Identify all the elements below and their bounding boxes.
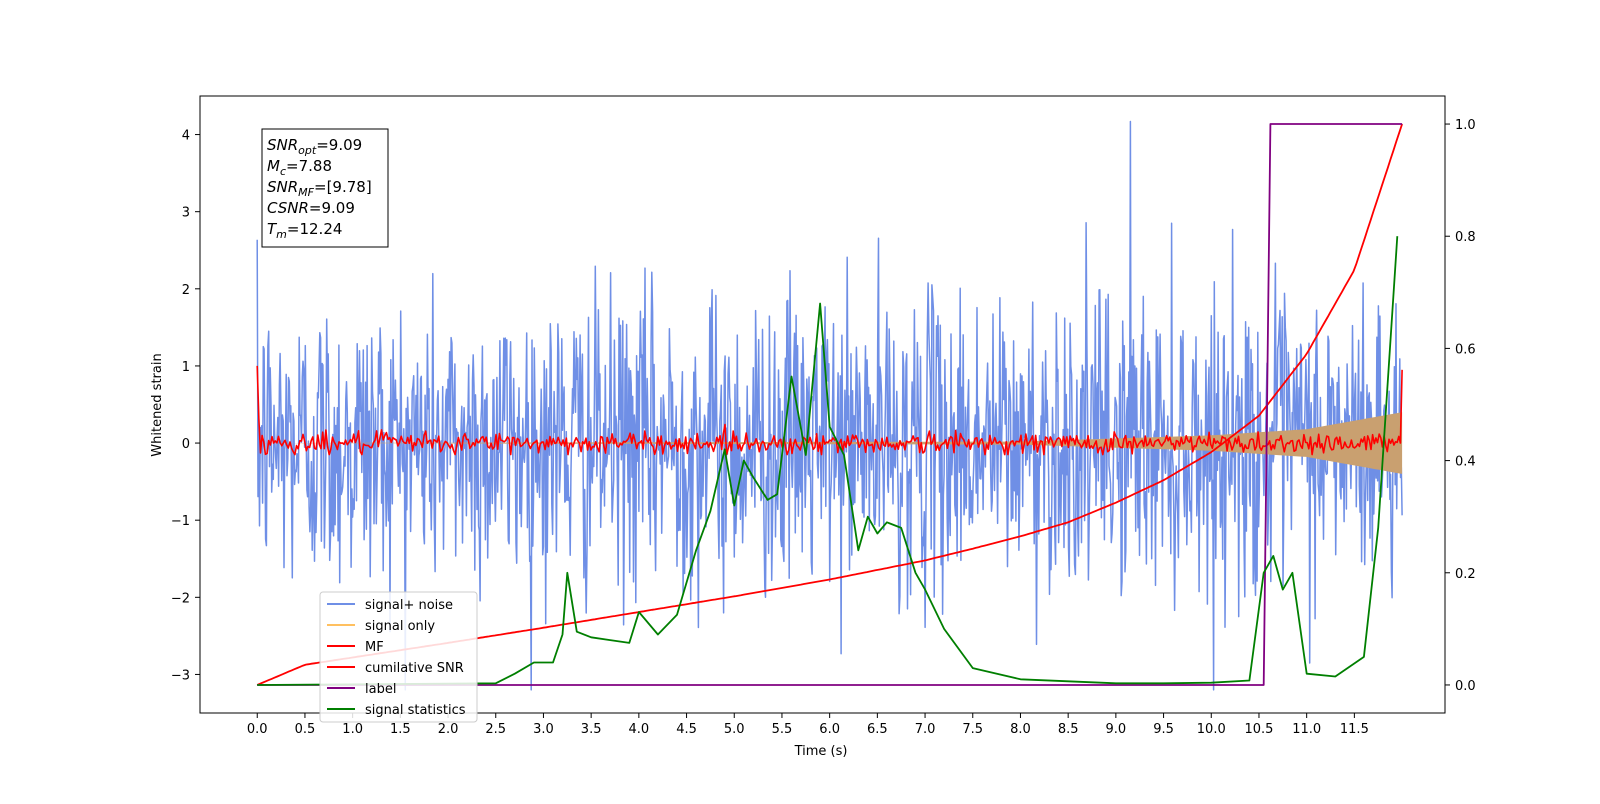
x-tick-label: 7.0 bbox=[915, 722, 936, 737]
plot-frame bbox=[199, 95, 1446, 714]
x-tick-label: 2.5 bbox=[485, 722, 506, 737]
series-label bbox=[257, 123, 1403, 686]
left-y-ticks: 4 3 2 1 0 −1 −2 −3 bbox=[171, 129, 200, 683]
x-tick-label: 9.5 bbox=[1153, 722, 1174, 737]
legend-label: label bbox=[365, 682, 396, 697]
series-signal-statistics bbox=[257, 236, 1399, 686]
left-tick-label: 1 bbox=[182, 360, 190, 375]
x-tick-label: 8.0 bbox=[1010, 722, 1031, 737]
right-y-ticks: 1.0 0.8 0.6 0.4 0.2 0.0 bbox=[1445, 118, 1476, 694]
x-tick-label: 1.5 bbox=[390, 722, 411, 737]
legend-label: MF bbox=[365, 640, 384, 655]
info-line: SNRopt=9.09 bbox=[267, 136, 362, 157]
x-ticks: 0.0 0.5 1.0 1.5 2.0 2.5 3.0 3.5 4.0 4.5 5.0 5.5 6.0 6… bbox=[247, 713, 1369, 737]
x-tick-label: 4.0 bbox=[629, 722, 650, 737]
right-tick-label: 0.2 bbox=[1455, 567, 1476, 582]
x-tick-label: 0.5 bbox=[295, 722, 316, 737]
left-tick-label: −1 bbox=[171, 514, 190, 529]
right-tick-label: 1.0 bbox=[1455, 118, 1476, 133]
x-tick-label: 5.0 bbox=[724, 722, 745, 737]
left-tick-label: 2 bbox=[182, 283, 190, 298]
right-tick-label: 0.4 bbox=[1455, 455, 1476, 470]
x-tick-label: 7.5 bbox=[962, 722, 983, 737]
x-tick-label: 10.0 bbox=[1197, 722, 1226, 737]
right-tick-label: 0.0 bbox=[1455, 679, 1476, 694]
x-tick-label: 3.5 bbox=[581, 722, 602, 737]
legend-label: signal statistics bbox=[365, 703, 466, 718]
info-line: Mc=7.88 bbox=[267, 157, 332, 178]
x-tick-label: 0.0 bbox=[247, 722, 268, 737]
info-line: Tm=12.24 bbox=[267, 220, 342, 241]
series-mf bbox=[256, 365, 1403, 456]
x-tick-label: 9.0 bbox=[1106, 722, 1127, 737]
left-tick-label: 3 bbox=[182, 206, 190, 221]
info-box-frame bbox=[261, 128, 389, 248]
x-tick-label: 11.5 bbox=[1340, 722, 1369, 737]
x-tick-label: 6.0 bbox=[819, 722, 840, 737]
left-tick-label: −3 bbox=[171, 668, 190, 683]
y-axis-label: Whitened strain bbox=[150, 353, 165, 456]
right-tick-label: 0.8 bbox=[1455, 230, 1476, 245]
info-line: CSNR=9.09 bbox=[267, 199, 355, 217]
left-tick-label: −2 bbox=[171, 591, 190, 606]
right-tick-label: 0.6 bbox=[1455, 342, 1476, 357]
left-tick-label: 4 bbox=[182, 129, 190, 144]
x-tick-label: 4.5 bbox=[676, 722, 697, 737]
left-tick-label: 0 bbox=[182, 437, 190, 452]
legend-label: cumilative SNR bbox=[365, 661, 464, 676]
legend: signal+ noise signal only MF cumilative SNR… bbox=[319, 591, 478, 723]
x-tick-label: 5.5 bbox=[772, 722, 793, 737]
x-tick-label: 8.5 bbox=[1058, 722, 1079, 737]
info-line: SNRMF=[9.78] bbox=[267, 178, 372, 199]
x-axis-label: Time (s) bbox=[794, 744, 848, 759]
legend-frame bbox=[319, 591, 478, 723]
series-signal-noise bbox=[256, 120, 1403, 691]
x-tick-label: 1.0 bbox=[342, 722, 363, 737]
x-tick-label: 11.0 bbox=[1292, 722, 1321, 737]
x-tick-label: 3.0 bbox=[533, 722, 554, 737]
legend-label: signal only bbox=[365, 619, 435, 634]
x-tick-label: 2.0 bbox=[438, 722, 459, 737]
x-tick-label: 10.5 bbox=[1244, 722, 1273, 737]
legend-label: signal+ noise bbox=[365, 598, 453, 613]
x-tick-label: 6.5 bbox=[867, 722, 888, 737]
series-signal-only bbox=[257, 412, 1403, 474]
